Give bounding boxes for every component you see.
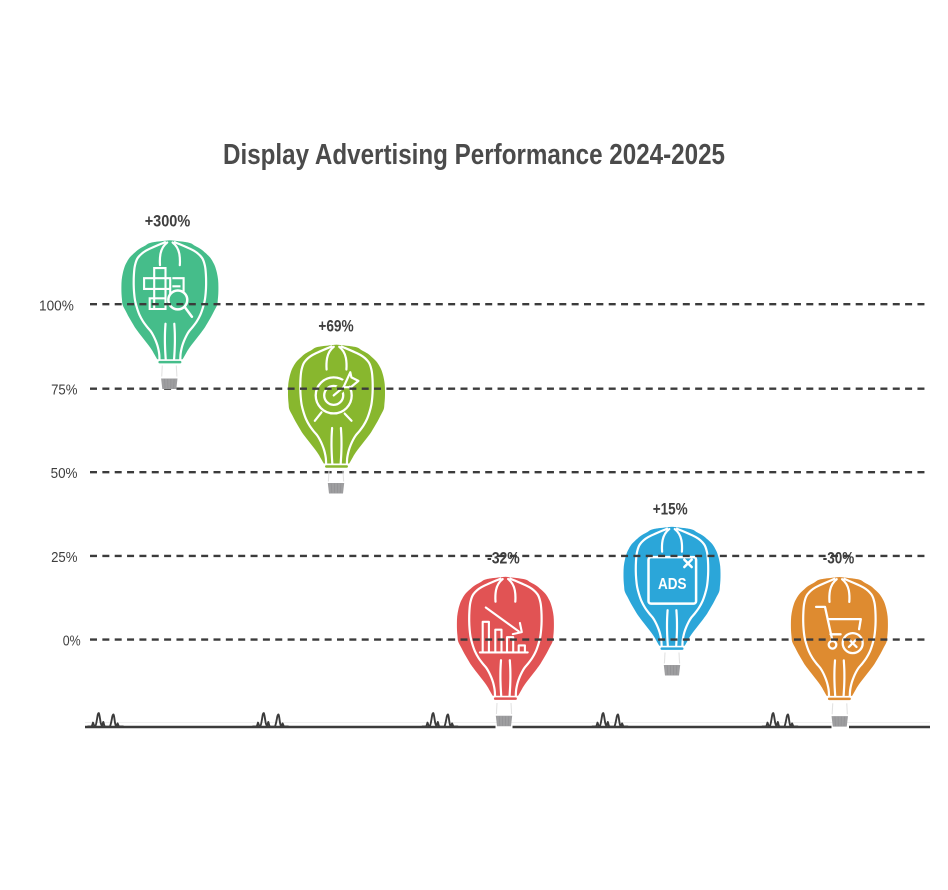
- svg-text:100%: 100%: [39, 299, 74, 315]
- svg-text:Display Advertising Performanc: Display Advertising Performance 2024-202…: [223, 138, 725, 170]
- svg-text:-32%: -32%: [487, 550, 520, 568]
- svg-text:+300%: +300%: [145, 213, 191, 231]
- svg-text:25%: 25%: [51, 550, 77, 566]
- svg-text:50%: 50%: [51, 466, 78, 482]
- svg-text:+69%: +69%: [318, 317, 354, 335]
- svg-text:+15%: +15%: [653, 501, 688, 519]
- svg-text:75%: 75%: [51, 383, 77, 399]
- svg-text:-30%: -30%: [823, 550, 855, 568]
- svg-text:ADS: ADS: [658, 576, 687, 593]
- svg-text:0%: 0%: [63, 633, 81, 649]
